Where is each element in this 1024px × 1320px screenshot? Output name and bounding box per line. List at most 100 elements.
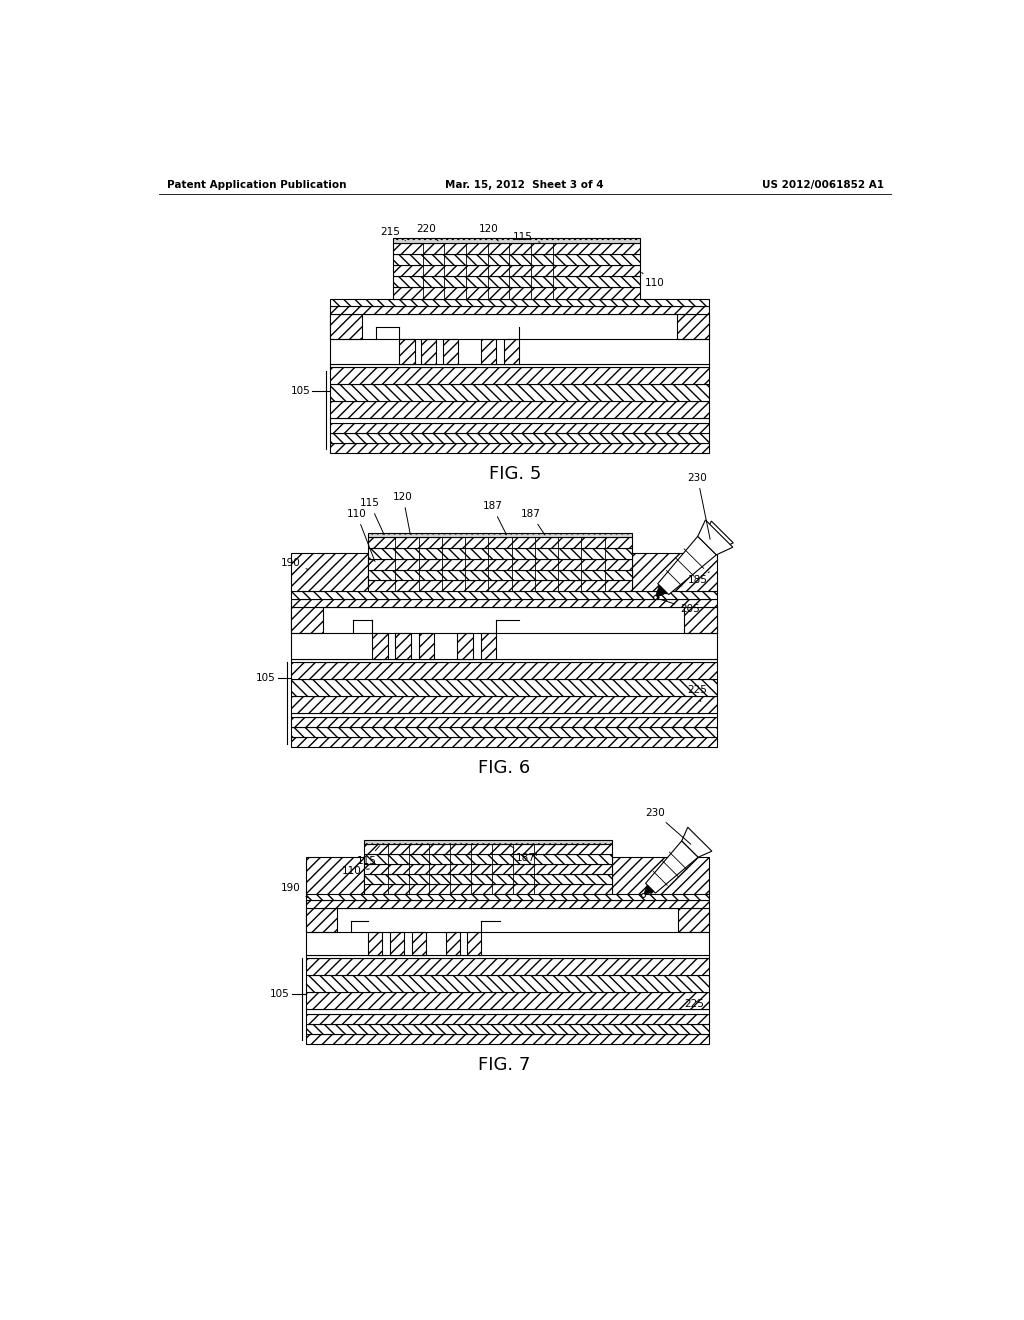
Bar (306, 908, 710, 956)
Text: Patent Application Publication: Patent Application Publication (167, 180, 346, 190)
Bar (372, 632, 388, 659)
Bar (291, 727, 717, 738)
Bar (330, 433, 710, 442)
Bar (330, 442, 710, 453)
Text: 185: 185 (688, 572, 710, 585)
Bar (369, 570, 632, 581)
Bar (306, 908, 337, 932)
Text: 187: 187 (521, 510, 545, 535)
Text: 105: 105 (256, 673, 275, 684)
Polygon shape (697, 520, 733, 554)
Bar (306, 958, 710, 975)
Bar (330, 422, 710, 433)
Text: 215: 215 (380, 227, 406, 240)
Bar (291, 607, 717, 659)
Bar (306, 1034, 710, 1044)
Text: 190: 190 (281, 883, 308, 898)
Bar (369, 533, 632, 537)
Bar (467, 932, 481, 956)
Bar (291, 553, 369, 591)
Bar (330, 298, 710, 306)
Bar (291, 599, 717, 607)
Bar (306, 857, 365, 894)
Text: US 2012/0061852 A1: US 2012/0061852 A1 (762, 180, 884, 190)
Bar (390, 932, 403, 956)
Bar (480, 339, 496, 364)
Text: 115: 115 (356, 846, 380, 866)
Text: 230: 230 (688, 473, 710, 540)
Text: 205: 205 (662, 599, 699, 614)
Bar (291, 663, 717, 678)
Bar (291, 718, 717, 727)
Bar (504, 339, 519, 364)
Text: 225: 225 (684, 999, 703, 1008)
Bar (291, 713, 717, 718)
Bar (632, 553, 717, 591)
Bar (393, 239, 640, 243)
Polygon shape (660, 535, 720, 594)
Bar (330, 314, 362, 339)
Bar (306, 975, 710, 993)
Bar (393, 288, 640, 298)
Text: FIG. 6: FIG. 6 (478, 759, 530, 777)
Bar (442, 339, 458, 364)
Bar (306, 1010, 710, 1014)
Polygon shape (643, 884, 653, 895)
Bar (291, 659, 717, 663)
Bar (330, 314, 710, 364)
Bar (291, 607, 324, 632)
Bar (330, 418, 710, 422)
Polygon shape (705, 521, 733, 549)
Bar (458, 632, 473, 659)
Text: 110: 110 (347, 510, 375, 561)
Bar (330, 364, 710, 367)
Polygon shape (656, 589, 666, 598)
Bar (291, 738, 717, 747)
Bar (306, 1014, 710, 1024)
Bar (684, 607, 717, 632)
Bar (306, 1024, 710, 1034)
Bar (291, 696, 717, 713)
Bar (330, 306, 710, 314)
Bar (393, 255, 640, 265)
Text: 220: 220 (417, 224, 438, 240)
Bar (330, 384, 710, 401)
Text: 187: 187 (482, 502, 507, 535)
Bar (369, 558, 632, 570)
Bar (306, 900, 710, 908)
Text: FIG. 5: FIG. 5 (489, 465, 542, 483)
Bar (306, 993, 710, 1010)
Text: 120: 120 (393, 492, 413, 535)
Bar (395, 632, 411, 659)
Bar (369, 581, 632, 591)
Text: 225: 225 (688, 685, 708, 702)
Bar (480, 632, 496, 659)
Text: 105: 105 (269, 989, 289, 999)
Bar (306, 892, 710, 900)
Bar (678, 908, 710, 932)
Bar (369, 932, 382, 956)
Polygon shape (645, 841, 698, 894)
Bar (330, 401, 710, 418)
Bar (365, 854, 612, 863)
Bar (365, 843, 612, 854)
Bar (393, 243, 640, 255)
Bar (365, 884, 612, 894)
Bar (291, 591, 717, 599)
Text: 120: 120 (478, 224, 499, 242)
Bar (612, 857, 710, 894)
Bar (369, 548, 632, 558)
Bar (365, 863, 612, 874)
Bar (393, 276, 640, 288)
Bar (330, 367, 710, 384)
Text: 110: 110 (341, 866, 370, 875)
Bar (677, 314, 710, 339)
Text: 105: 105 (291, 385, 310, 396)
Bar (365, 840, 612, 843)
Bar (369, 537, 632, 548)
Bar (393, 265, 640, 276)
Polygon shape (657, 536, 717, 594)
Bar (412, 932, 426, 956)
Text: FIG. 7: FIG. 7 (477, 1056, 530, 1074)
Polygon shape (655, 585, 667, 598)
